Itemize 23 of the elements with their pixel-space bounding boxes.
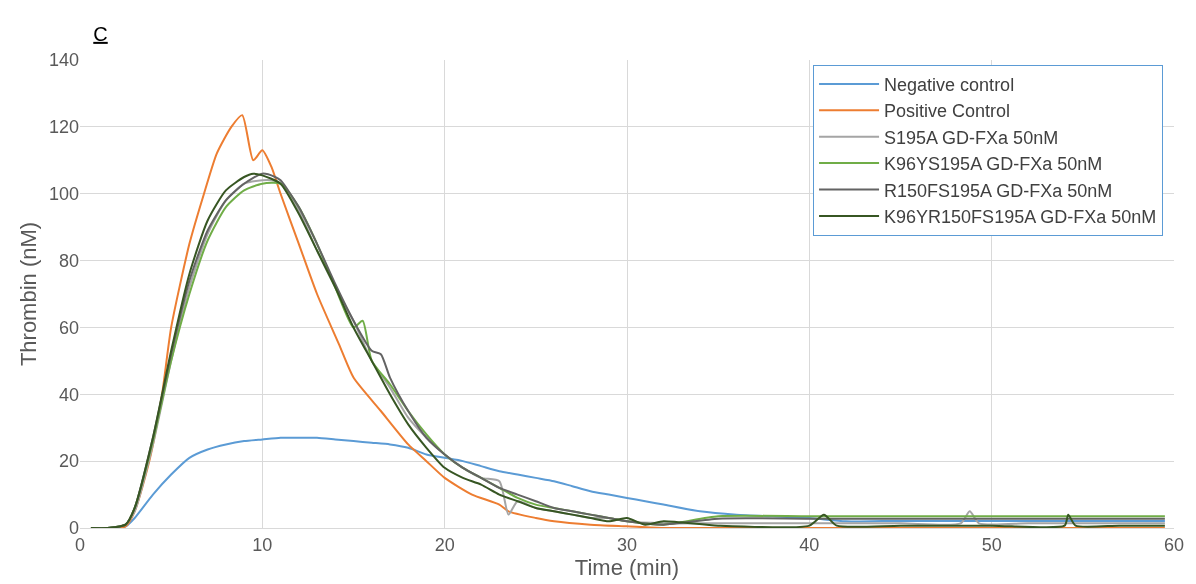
x-tick-label: 50 — [981, 534, 1002, 555]
y-tick-label: 60 — [58, 317, 79, 338]
x-tick-label: 60 — [1163, 534, 1185, 555]
legend-label: S195A GD-FXa 50nM — [884, 127, 1059, 148]
legend-label: K96YR150FS195A GD-FXa 50nM — [884, 206, 1157, 227]
y-tick-label: 40 — [58, 384, 79, 405]
y-tick-label: 80 — [58, 250, 79, 271]
y-tick-label: 120 — [48, 117, 79, 138]
y-tick-label: 0 — [68, 518, 79, 539]
x-tick-label: 10 — [252, 534, 273, 555]
y-axis-title: Thrombin (nM) — [15, 221, 41, 367]
x-tick-label: 20 — [434, 534, 455, 555]
y-tick-label: 140 — [48, 50, 79, 71]
legend-label: R150FS195A GD-FXa 50nM — [884, 180, 1113, 201]
legend-label: Positive Control — [884, 101, 1011, 122]
y-tick-label: 20 — [58, 451, 79, 472]
chart-title: C — [93, 22, 108, 45]
x-tick-label: 30 — [616, 534, 638, 555]
legend-label: K96YS195A GD-FXa 50nM — [884, 154, 1103, 175]
legend-label: Negative control — [884, 74, 1015, 95]
y-tick-label: 100 — [48, 184, 79, 205]
x-axis-title: Time (min) — [574, 554, 680, 580]
x-tick-label: 40 — [799, 534, 820, 555]
